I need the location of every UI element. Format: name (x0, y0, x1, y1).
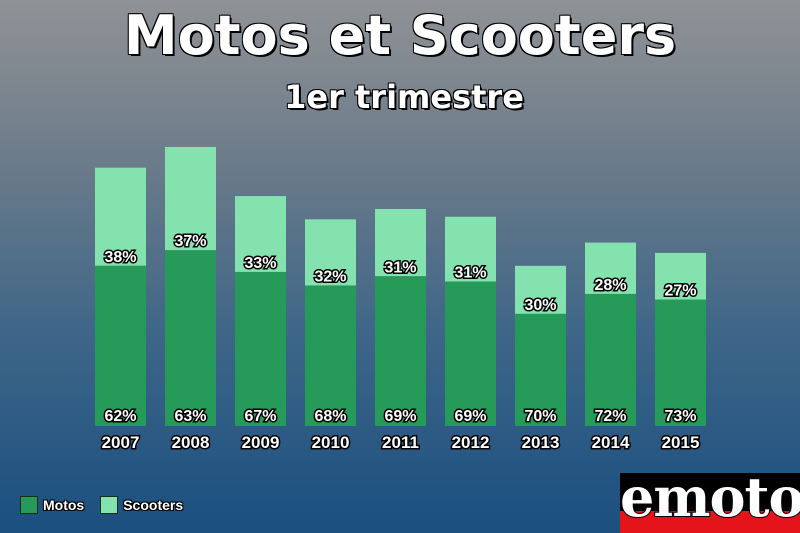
bar-scooters-2014 (585, 242, 636, 294)
bar-scooters-2015 (655, 252, 706, 300)
label-motos-2008: 63% (174, 408, 206, 425)
legend-item-scooters: Scooters (100, 496, 183, 514)
logo-text: emoto (620, 473, 800, 530)
label-scooters-2012: 31% (454, 265, 486, 282)
x-tick-2010: 2010 (312, 433, 350, 452)
label-scooters-2007: 38% (104, 249, 136, 266)
bar-scooters-2008 (165, 147, 216, 251)
emoto-logo: emoto (620, 473, 800, 533)
x-tick-2014: 2014 (592, 433, 630, 452)
chart-title: Motos et Scooters (123, 3, 677, 68)
bar-scooters-2010 (305, 219, 356, 286)
label-scooters-2010: 32% (314, 268, 346, 285)
bar-scooters-2007 (95, 167, 146, 266)
legend: Motos Scooters (20, 496, 183, 514)
legend-swatch-scooters (100, 496, 119, 514)
bar-motos-2013 (515, 313, 566, 426)
label-motos-2007: 62% (104, 408, 136, 425)
bar-motos-2012 (445, 281, 496, 426)
label-motos-2011: 69% (384, 408, 416, 425)
legend-label-scooters: Scooters (123, 497, 184, 513)
bar-scooters-2013 (515, 265, 566, 314)
logo-red-band (620, 511, 800, 533)
bar-scooters-2012 (445, 216, 496, 282)
label-motos-2012: 69% (454, 408, 486, 425)
bar-motos-2014 (585, 293, 636, 426)
bar-scooters-2009 (235, 196, 286, 272)
legend-label-motos: Motos (43, 497, 85, 513)
label-motos-2015: 73% (664, 408, 696, 425)
x-tick-2008: 2008 (172, 433, 210, 452)
legend-item-motos: Motos (20, 496, 84, 514)
bar-scooters-2011 (375, 209, 426, 277)
x-tick-2011: 2011 (382, 433, 419, 452)
label-motos-2009: 67% (244, 408, 276, 425)
x-tick-2009: 2009 (242, 433, 280, 452)
x-tick-2012: 2012 (452, 433, 490, 452)
label-scooters-2008: 37% (174, 233, 206, 250)
x-tick-2007: 2007 (102, 433, 140, 452)
bar-motos-2008 (165, 250, 216, 426)
chart-subtitle: 1er trimestre (284, 78, 524, 116)
label-scooters-2015: 27% (664, 283, 696, 300)
bar-motos-2009 (235, 271, 286, 426)
label-scooters-2011: 31% (384, 259, 416, 276)
label-motos-2010: 68% (314, 408, 346, 425)
bar-motos-2010 (305, 285, 356, 426)
bar-motos-2011 (375, 276, 426, 426)
x-tick-2013: 2013 (522, 433, 560, 452)
label-motos-2014: 72% (594, 408, 626, 425)
label-scooters-2009: 33% (244, 255, 276, 272)
label-scooters-2013: 30% (524, 297, 556, 314)
label-scooters-2014: 28% (594, 277, 626, 294)
legend-swatch-motos (20, 496, 38, 514)
bar-motos-2015 (655, 299, 706, 426)
x-tick-2015: 2015 (662, 433, 700, 452)
label-motos-2013: 70% (524, 408, 556, 425)
bar-motos-2007 (95, 265, 146, 426)
